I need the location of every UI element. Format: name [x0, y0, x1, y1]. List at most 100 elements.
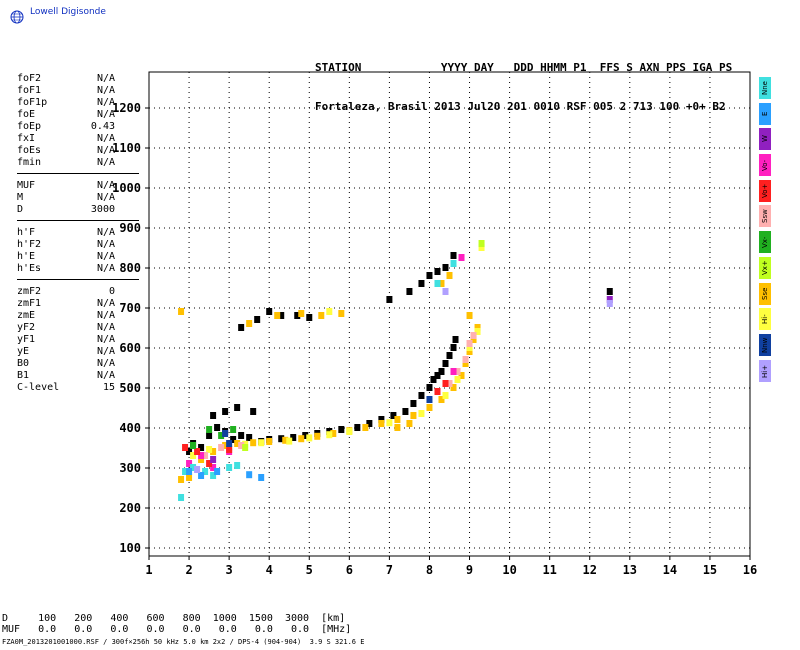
y-tick-label: 300 — [119, 461, 141, 475]
param-row: fmin N/A — [17, 157, 137, 169]
echo-point — [198, 444, 205, 451]
legend-label: Vo- — [761, 159, 769, 171]
param-value: N/A — [96, 358, 115, 369]
y-tick-label: 100 — [119, 541, 141, 555]
echo-point — [222, 408, 229, 415]
echo-point — [298, 310, 305, 317]
echo-point — [242, 444, 249, 451]
legend-label: Nne — [761, 81, 769, 95]
echo-point — [230, 436, 237, 443]
x-tick-label: 4 — [266, 563, 273, 577]
param-value: N/A — [96, 310, 115, 321]
echo-point — [198, 456, 205, 463]
echo-point — [190, 452, 197, 459]
echo-point — [290, 434, 297, 441]
echo-point — [442, 288, 449, 295]
param-label: h'F — [17, 227, 36, 238]
echo-point — [238, 442, 245, 449]
echo-point — [194, 448, 201, 455]
echo-point — [250, 439, 257, 447]
param-row: C-level 15 — [17, 382, 137, 394]
echo-point — [606, 300, 613, 307]
y-tick-label: 1000 — [112, 181, 141, 195]
echo-point — [410, 412, 417, 419]
echo-point — [386, 296, 393, 303]
echo-point — [286, 437, 293, 445]
echo-point — [178, 308, 185, 315]
param-value: N/A — [96, 73, 115, 84]
param-label: yE — [17, 346, 30, 357]
echo-point — [450, 384, 457, 391]
echo-point — [378, 420, 385, 427]
param-label: C-level — [17, 382, 60, 393]
echo-point — [202, 468, 209, 475]
param-label: B0 — [17, 358, 30, 369]
legend-label: Vx- — [761, 236, 769, 248]
echo-point — [298, 435, 305, 443]
param-label: zmF2 — [17, 286, 42, 297]
legend-label: W — [761, 135, 769, 143]
echo-point — [190, 464, 197, 471]
echo-point — [178, 494, 185, 501]
echo-point — [326, 308, 333, 315]
y-tick-label: 200 — [119, 501, 141, 515]
echo-point — [238, 324, 245, 331]
param-label: yF1 — [17, 334, 36, 345]
param-row: zmF1 N/A — [17, 298, 137, 310]
legend-label: Sse — [761, 287, 769, 300]
param-value: 15 — [102, 382, 115, 393]
legend-label: E — [761, 111, 769, 116]
x-tick-label: 10 — [502, 563, 516, 577]
legend-swatch: E — [759, 102, 771, 125]
legend-swatch: Vo+ — [759, 179, 771, 202]
echo-point — [402, 408, 409, 415]
echo-point — [366, 420, 373, 427]
param-divider — [17, 220, 139, 227]
echo-point — [466, 348, 473, 355]
echo-point — [354, 424, 361, 431]
echo-point — [418, 392, 425, 399]
echo-point — [434, 280, 441, 287]
x-tick-label: 3 — [226, 563, 233, 577]
echo-point — [194, 466, 201, 473]
param-row: fxI N/A — [17, 133, 137, 145]
echo-point — [466, 340, 473, 347]
param-label: h'F2 — [17, 239, 42, 250]
echo-point — [606, 296, 613, 303]
echo-point — [442, 360, 449, 367]
echo-point — [246, 434, 253, 441]
param-value: N/A — [96, 298, 115, 309]
echo-point — [442, 392, 449, 399]
echo-point — [254, 316, 261, 323]
echo-point — [434, 388, 441, 395]
echo-point — [210, 412, 217, 419]
param-divider — [17, 279, 139, 286]
legend-swatch: Vo- — [759, 154, 771, 177]
echo-point — [246, 471, 253, 479]
echo-point — [278, 435, 285, 443]
echo-point — [338, 426, 345, 433]
y-tick-label: 900 — [119, 221, 141, 235]
echo-point — [386, 419, 393, 427]
echo-point — [394, 424, 401, 431]
param-value: N/A — [96, 227, 115, 238]
echo-point — [198, 472, 205, 479]
polarization-legend: Nne E W Vo- Vo+ Ssw Vx- Vx+ Sse Hi- Nnw Hi+ — [759, 77, 771, 385]
legend-label: Hi+ — [761, 364, 769, 378]
echo-point — [458, 254, 465, 261]
param-value: N/A — [96, 192, 115, 203]
echo-point — [218, 432, 225, 439]
echo-point — [466, 344, 473, 351]
param-row: M N/A — [17, 192, 137, 204]
legend-label: Ssw — [761, 209, 769, 224]
param-row: zmE N/A — [17, 310, 137, 322]
echo-point — [222, 430, 229, 437]
echo-point — [406, 420, 413, 427]
param-label: D — [17, 204, 24, 215]
echo-point — [182, 444, 189, 451]
param-row: foE N/A — [17, 109, 137, 121]
echo-point — [442, 380, 449, 387]
param-value: N/A — [96, 263, 115, 274]
echo-point — [258, 439, 265, 447]
